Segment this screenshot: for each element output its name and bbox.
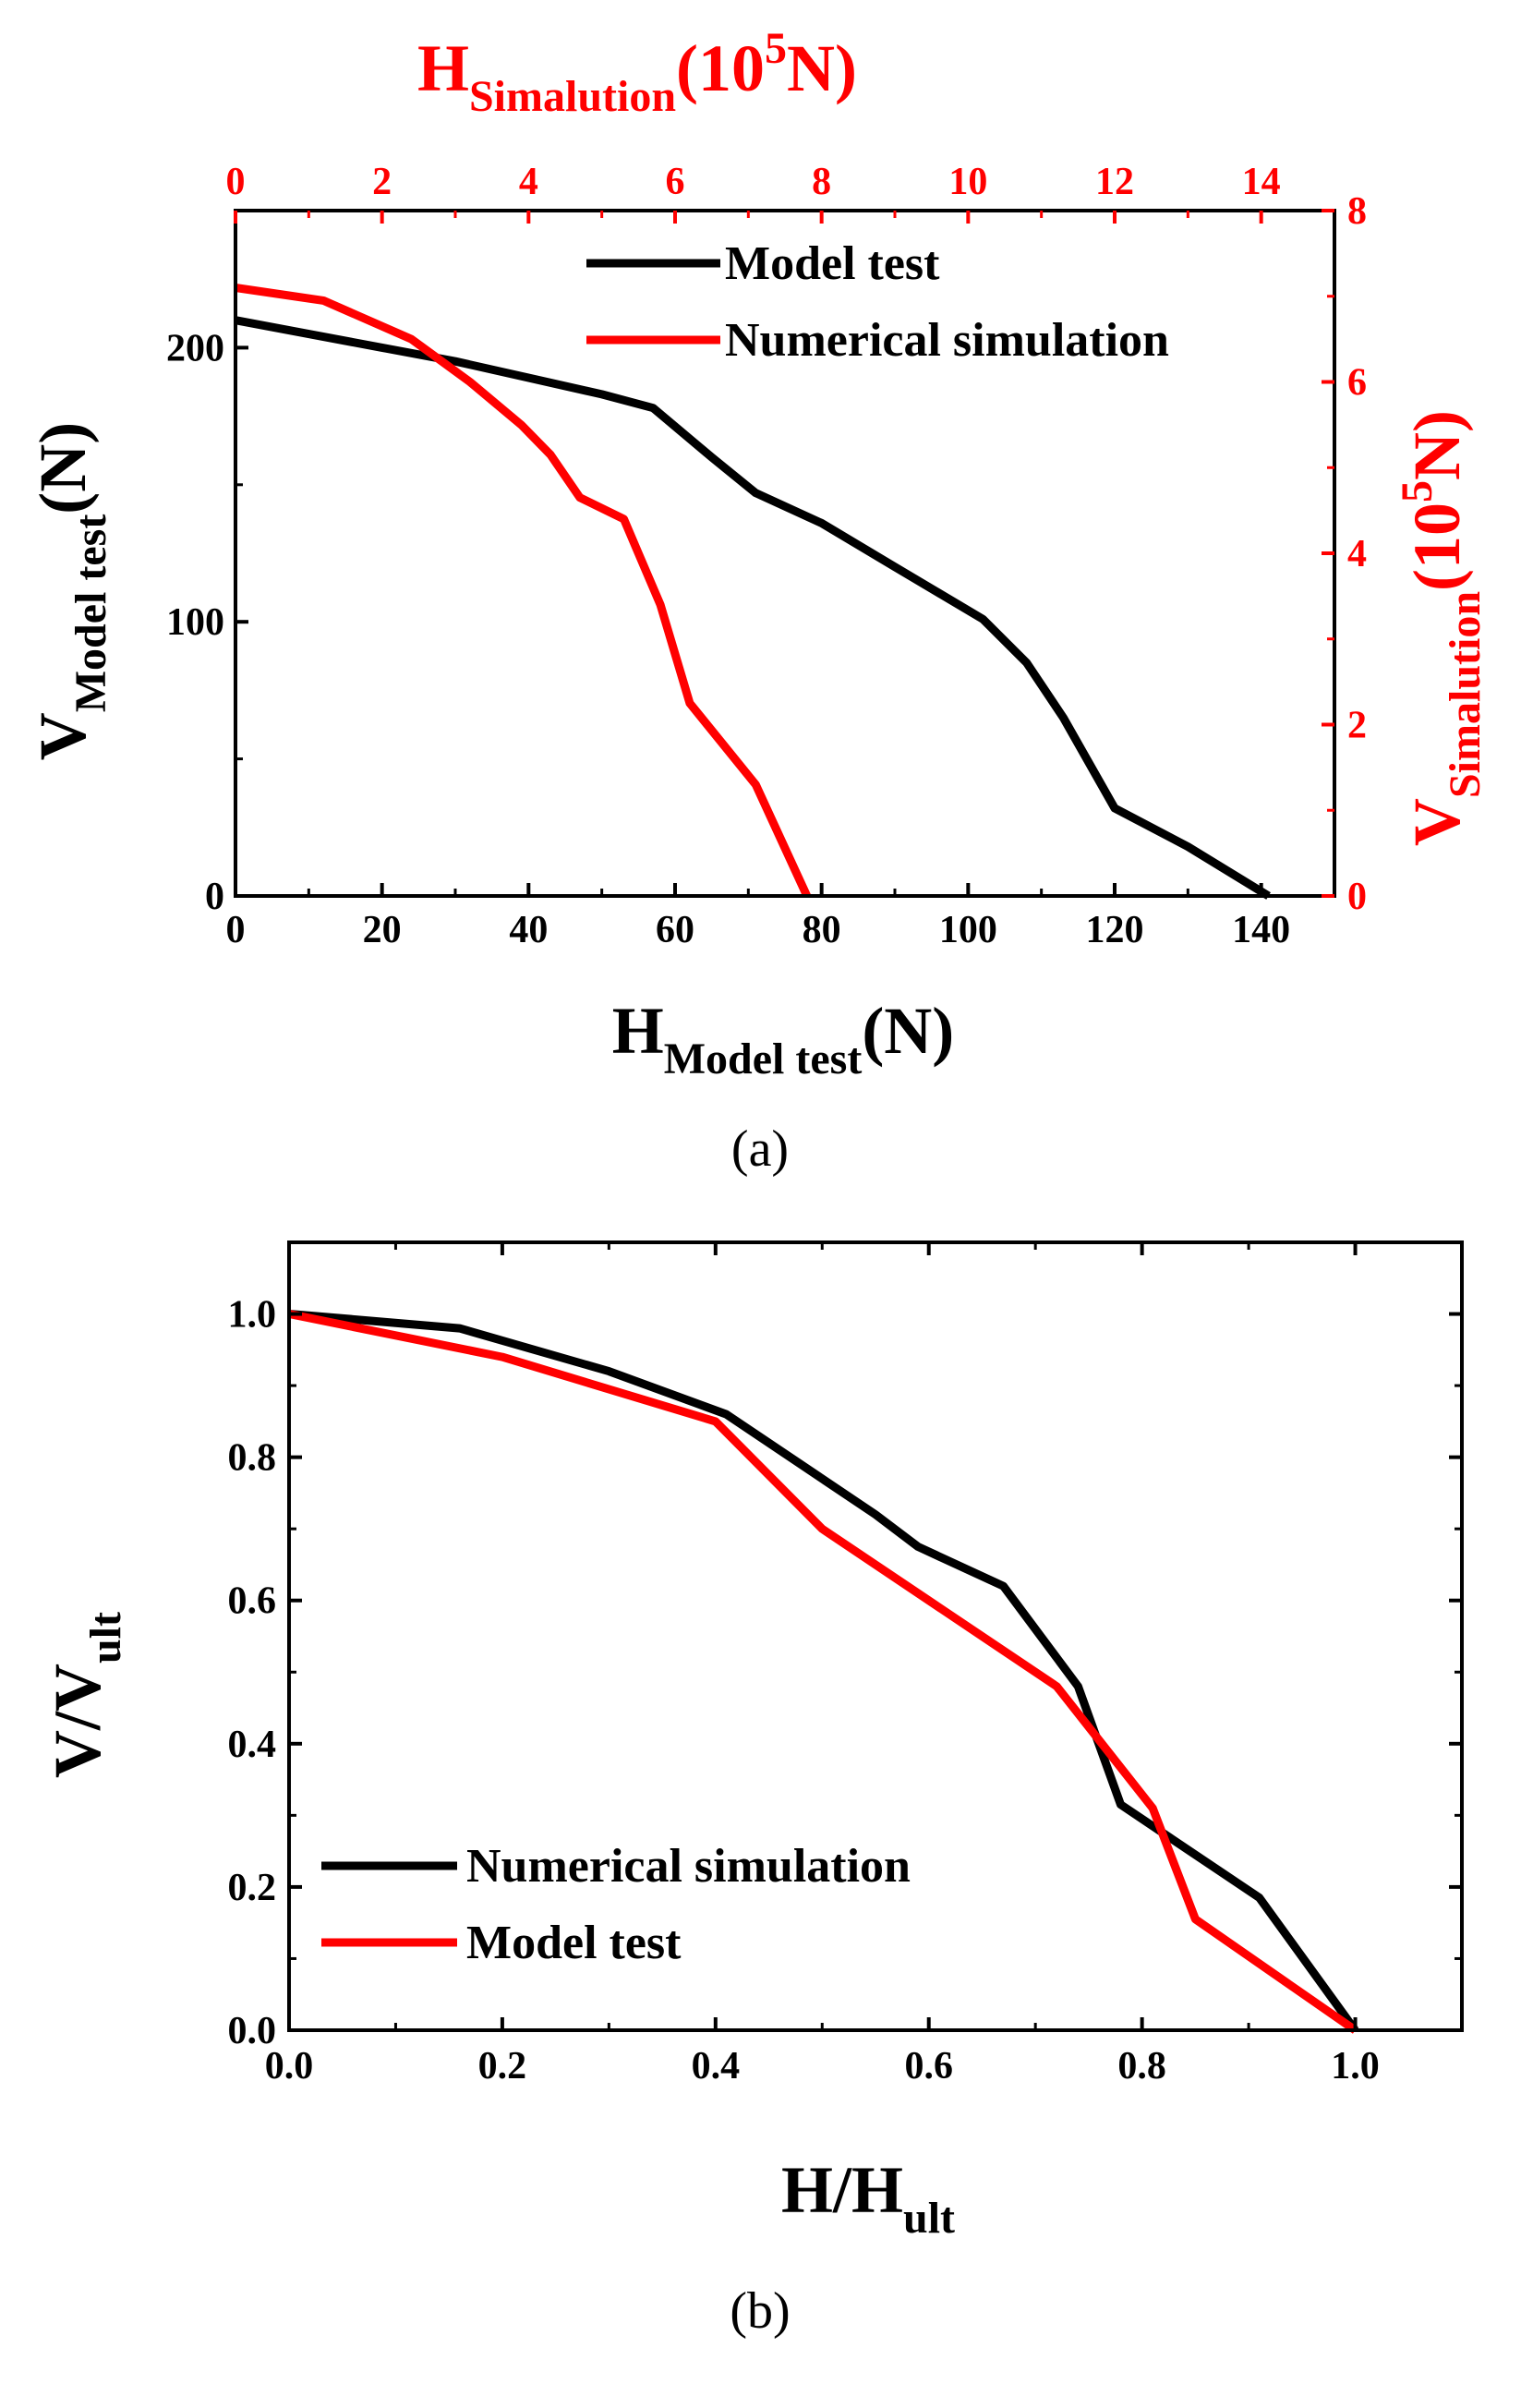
a-top-tick-label: 12 <box>1095 161 1134 203</box>
a-right-tick-label: 2 <box>1347 705 1367 747</box>
a-top-tick-label: 10 <box>948 161 987 203</box>
legend-label-numerical-simulation: Numerical simulation <box>725 314 1169 367</box>
a-bottom-tick-label: 0 <box>226 909 246 951</box>
b-y-tick-label: 0.0 <box>228 2010 277 2052</box>
panel-a-top-axis: 0 2 4 6 8 10 12 14 <box>226 161 1281 224</box>
a-left-tick-label: 200 <box>166 327 224 369</box>
a-bottom-tick-label: 120 <box>1086 909 1144 951</box>
legend-label-numerical-simulation-b: Numerical simulation <box>466 1840 911 1893</box>
b-x-tick-label: 0.8 <box>1117 2045 1166 2087</box>
panel-b-x-axis: 0.0 0.2 0.4 0.6 0.8 1.0 <box>265 1242 1464 2087</box>
a-top-tick-label: 4 <box>519 161 538 203</box>
a-bottom-tick-label: 140 <box>1232 909 1290 951</box>
a-right-tick-label: 4 <box>1347 533 1367 575</box>
b-y-tick-label: 0.2 <box>228 1867 277 1909</box>
b-y-tick-label: 0.8 <box>228 1437 277 1480</box>
numerical-simulation-series-a <box>235 284 811 898</box>
panel-a-label: (a) <box>731 1120 789 1178</box>
model-test-line-b <box>288 1310 1358 2034</box>
panel-a-right-axis-title: VSimalution(105N) <box>1393 410 1490 846</box>
legend-label-model-test: Model test <box>725 237 940 290</box>
a-top-tick-label: 0 <box>226 161 246 203</box>
legend-label-model-test-b: Model test <box>466 1917 682 1969</box>
panel-b-label: (b) <box>730 2282 790 2340</box>
numerical-simulation-line-a <box>235 284 811 898</box>
model-test-series-a <box>235 316 1271 900</box>
a-top-tick-label: 6 <box>666 161 685 203</box>
panel-b-chart: 0.0 0.2 0.4 0.6 0.8 1.0 0.0 0.2 0.4 0.6 0.8 1.0 H/… <box>41 1240 1464 2340</box>
a-top-tick-label: 8 <box>812 161 831 203</box>
b-y-tick-label: 1.0 <box>228 1294 277 1337</box>
a-right-tick-label: 8 <box>1347 190 1367 233</box>
a-right-tick-label: 6 <box>1347 362 1367 405</box>
panel-b-x-axis-title: H/Hult <box>781 2153 955 2243</box>
a-left-tick-label: 100 <box>166 601 224 644</box>
panel-a-bottom-axis-title: HModel test(N) <box>612 994 955 1083</box>
panel-b-y-axis-title: V/Vult <box>41 1612 130 1778</box>
a-bottom-tick-label: 40 <box>509 909 548 951</box>
b-x-tick-label: 1.0 <box>1331 2045 1380 2087</box>
panel-a-legend: Model test Numerical simulation <box>586 237 1169 367</box>
b-x-tick-label: 0.2 <box>478 2045 527 2087</box>
b-x-tick-label: 0.6 <box>904 2045 953 2087</box>
a-bottom-tick-label: 20 <box>363 909 402 951</box>
b-y-tick-label: 0.4 <box>228 1724 277 1766</box>
b-y-tick-label: 0.6 <box>228 1580 277 1623</box>
a-top-tick-label: 14 <box>1242 161 1281 203</box>
a-bottom-tick-label: 60 <box>656 909 694 951</box>
b-x-tick-label: 0.4 <box>692 2045 741 2087</box>
a-bottom-tick-label: 80 <box>803 909 841 951</box>
panel-a-left-axis-title: VModel test(N) <box>26 422 115 761</box>
model-test-line-a <box>235 316 1271 900</box>
a-right-tick-label: 0 <box>1347 876 1367 918</box>
panel-b-plot-frame <box>287 1240 1464 2032</box>
panel-b-legend: Numerical simulation Model test <box>321 1840 911 1969</box>
panel-b-y-axis: 0.0 0.2 0.4 0.6 0.8 1.0 <box>228 1240 1462 2052</box>
a-bottom-tick-label: 100 <box>939 909 997 951</box>
panel-a-right-axis: 0 2 4 6 8 <box>1322 190 1367 918</box>
panel-a-left-axis: 0 100 200 <box>166 327 248 918</box>
model-test-series-b <box>288 1310 1358 2034</box>
a-left-tick-label: 0 <box>205 876 224 918</box>
panel-a-top-axis-title: HSimalution(105N) <box>417 24 857 121</box>
a-top-tick-label: 2 <box>372 161 392 203</box>
b-x-tick-label: 0.0 <box>265 2045 314 2087</box>
panel-a-bottom-axis: 0 20 40 60 80 100 120 140 <box>226 883 1290 951</box>
